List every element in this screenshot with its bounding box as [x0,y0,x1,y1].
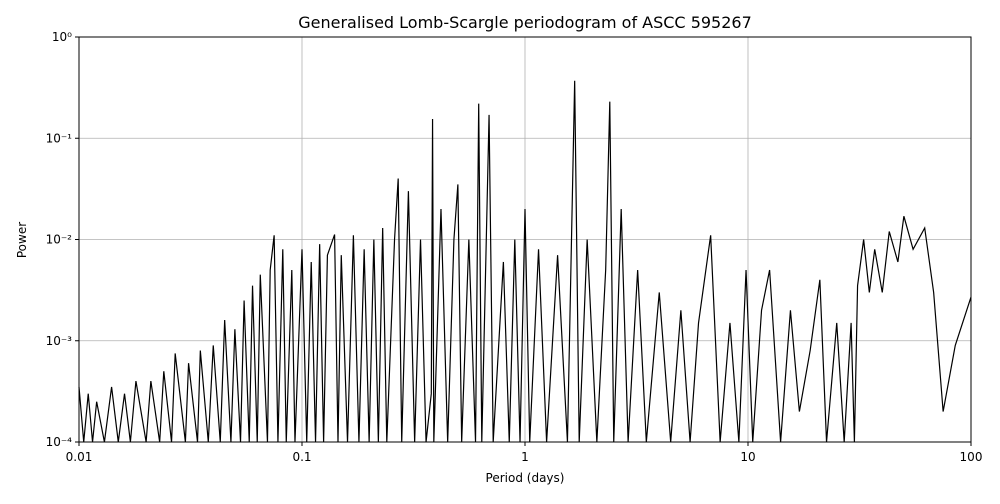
y-tick-label: 10⁻⁴ [46,435,73,449]
x-tick-label: 0.1 [292,450,311,464]
x-axis-label: Period (days) [486,471,565,485]
x-tick-label: 1 [521,450,529,464]
y-tick-label: 10⁻² [46,233,73,247]
chart-title: Generalised Lomb-Scargle periodogram of … [298,13,752,32]
x-tick-label: 0.01 [66,450,93,464]
x-tick-label: 100 [960,450,983,464]
y-axis-label: Power [15,222,29,258]
y-tick-label: 10⁰ [52,30,72,44]
y-tick-label: 10⁻³ [46,334,73,348]
y-tick-label: 10⁻¹ [46,131,73,145]
plot-frame [78,36,972,443]
x-tick-label: 10 [740,450,755,464]
